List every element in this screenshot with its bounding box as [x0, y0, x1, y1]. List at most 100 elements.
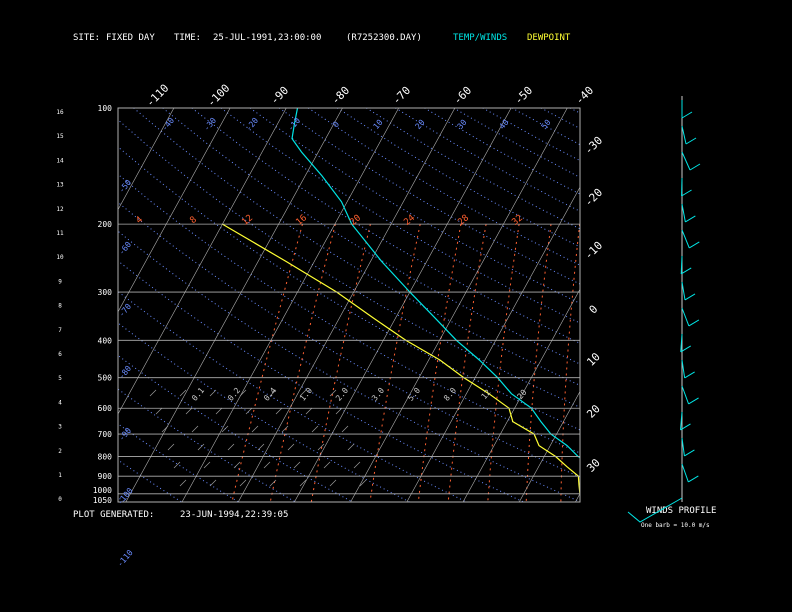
dry-adiabat-label: -10 — [286, 116, 302, 133]
mixing-ratio-label: 3.0 — [370, 386, 386, 403]
mixing-ratio-line — [636, 224, 643, 502]
dry-adiabat-line — [657, 108, 792, 502]
dry-adiabat-line — [511, 108, 580, 146]
isotherm-label: 30 — [584, 456, 603, 475]
dry-adiabat-label: 30 — [456, 118, 469, 131]
wind-grid-tick — [197, 443, 205, 451]
mixing-ratio-label: 20 — [516, 388, 529, 401]
isotherm-label: -10 — [582, 239, 605, 262]
mixing-ratio-label: 5.0 — [406, 386, 422, 403]
wind-grid-tick — [179, 389, 187, 397]
dry-adiabat-line — [540, 108, 580, 130]
mixing-ratio-line — [231, 223, 303, 502]
mixing-ratio-line — [269, 223, 336, 502]
dry-adiabat-line — [745, 108, 792, 502]
isotherm-label: 0 — [587, 303, 601, 317]
wind-grid-tick — [233, 461, 241, 469]
isotherm-line — [294, 108, 512, 502]
mixing-ratio-label: 0.4 — [262, 386, 278, 403]
mixing-ratio-line — [310, 223, 371, 502]
wind-barb-flag — [685, 215, 696, 223]
mixing-ratio-label: 32 — [510, 213, 525, 228]
dry-adiabat-label: 0 — [331, 120, 341, 130]
mixing-ratio-line — [606, 224, 617, 502]
dry-adiabat-line — [453, 108, 580, 178]
wind-grid-tick — [155, 407, 163, 415]
isotherm-line — [744, 108, 792, 502]
wind-barb — [681, 385, 690, 405]
mixing-ratio-label: 0.1 — [190, 386, 206, 403]
wind-barb-flag — [688, 319, 700, 327]
wind-grid-tick — [251, 425, 259, 433]
pressure-tick-label: 1000 — [93, 486, 112, 495]
dry-adiabat-line — [249, 108, 580, 304]
isotherm-label: -30 — [582, 134, 605, 157]
dry-adiabat-label: 10 — [372, 118, 385, 131]
site-value: FIXED DAY — [106, 33, 155, 43]
wind-grid-tick — [209, 389, 217, 397]
wind-barb-flag — [684, 449, 695, 457]
wind-grid-tick — [257, 443, 265, 451]
wind-barb — [681, 229, 690, 249]
dry-adiabat-line — [118, 173, 580, 454]
wind-barb-flag — [689, 163, 701, 171]
wind-grid-tick — [245, 407, 253, 415]
plot-frame — [117, 107, 581, 503]
mixing-ratio-line — [369, 223, 421, 502]
wind-barb — [681, 203, 686, 223]
legend-dewpoint: DEWPOINT — [527, 33, 571, 43]
isotherm-label: 20 — [584, 402, 603, 421]
height-km-tick-label: 15 — [56, 133, 64, 140]
wind-barb-flag — [684, 371, 695, 379]
height-km-tick-label: 6 — [58, 351, 62, 358]
dry-adiabat-line — [118, 201, 580, 478]
wind-grid-tick — [323, 461, 331, 469]
mixing-ratio-label: 0.2 — [226, 386, 242, 403]
time-value: 25-JUL-1991,23:00:00 — [213, 33, 322, 43]
isotherm-line — [688, 108, 792, 502]
wind-grid-tick — [275, 407, 283, 415]
wind-grid-tick — [287, 443, 295, 451]
dry-adiabat-label: -40 — [160, 116, 176, 133]
wind-barb-flag — [688, 475, 699, 483]
plot-area — [0, 108, 792, 502]
isotherm-line — [125, 108, 343, 502]
wind-grid-tick — [335, 407, 343, 415]
dry-adiabat-line — [118, 496, 125, 502]
height-km-tick-label: 13 — [56, 182, 64, 189]
mixing-ratio-line — [417, 224, 462, 502]
wind-barb-flag — [681, 111, 693, 119]
isotherm-line — [0, 108, 5, 502]
isotherm-label: -20 — [582, 186, 605, 209]
wind-grid-tick — [203, 461, 211, 469]
mixing-ratio-label: 28 — [456, 213, 471, 228]
isotherm-line — [0, 108, 62, 502]
mixing-ratio-label: 8.0 — [442, 386, 458, 403]
plot-generated-value: 23-JUN-1994,22:39:05 — [180, 510, 289, 520]
wind-grid-tick — [269, 479, 277, 487]
isotherm-line — [237, 108, 456, 502]
dry-adiabat-line — [118, 388, 296, 502]
wind-barb-flag — [680, 267, 692, 275]
height-km-tick-label: 12 — [56, 206, 64, 213]
wind-barb — [681, 437, 685, 456]
isotherm-label: -40 — [573, 84, 596, 107]
mixing-ratio-label: 20 — [348, 213, 363, 228]
dry-adiabat-label: -80 — [117, 364, 133, 381]
wind-barb-flag — [684, 293, 696, 301]
height-km-tick-label: 4 — [58, 399, 62, 406]
legend-temp: TEMP/WINDS — [453, 33, 508, 43]
isotherm-label: -110 — [144, 82, 172, 110]
dry-adiabat-label: -110 — [115, 548, 134, 569]
wind-grid-tick — [347, 443, 355, 451]
height-km-tick-label: 7 — [58, 327, 62, 334]
wind-grid-tick — [191, 425, 199, 433]
pressure-tick-label: 800 — [98, 452, 113, 461]
dry-adiabat-label: 20 — [414, 118, 427, 131]
height-km-tick-label: 14 — [56, 157, 64, 164]
dry-adiabat-line — [337, 108, 580, 248]
height-km-tick-label: 10 — [56, 254, 64, 261]
dry-adiabat-line — [118, 423, 239, 502]
wind-grid-tick — [239, 389, 247, 397]
wind-grid-tick — [317, 443, 325, 451]
